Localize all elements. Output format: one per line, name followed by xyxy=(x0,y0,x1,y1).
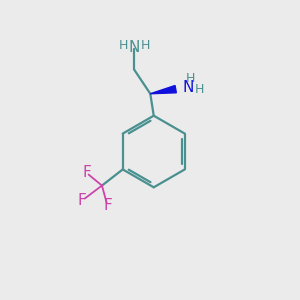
Text: H: H xyxy=(186,72,195,85)
Text: F: F xyxy=(82,165,91,180)
Text: F: F xyxy=(103,198,112,213)
Text: H: H xyxy=(140,39,150,52)
Text: N: N xyxy=(183,80,194,95)
Text: H: H xyxy=(118,39,128,52)
Polygon shape xyxy=(150,85,176,94)
Text: F: F xyxy=(78,193,87,208)
Text: H: H xyxy=(195,82,204,96)
Text: N: N xyxy=(128,40,140,55)
